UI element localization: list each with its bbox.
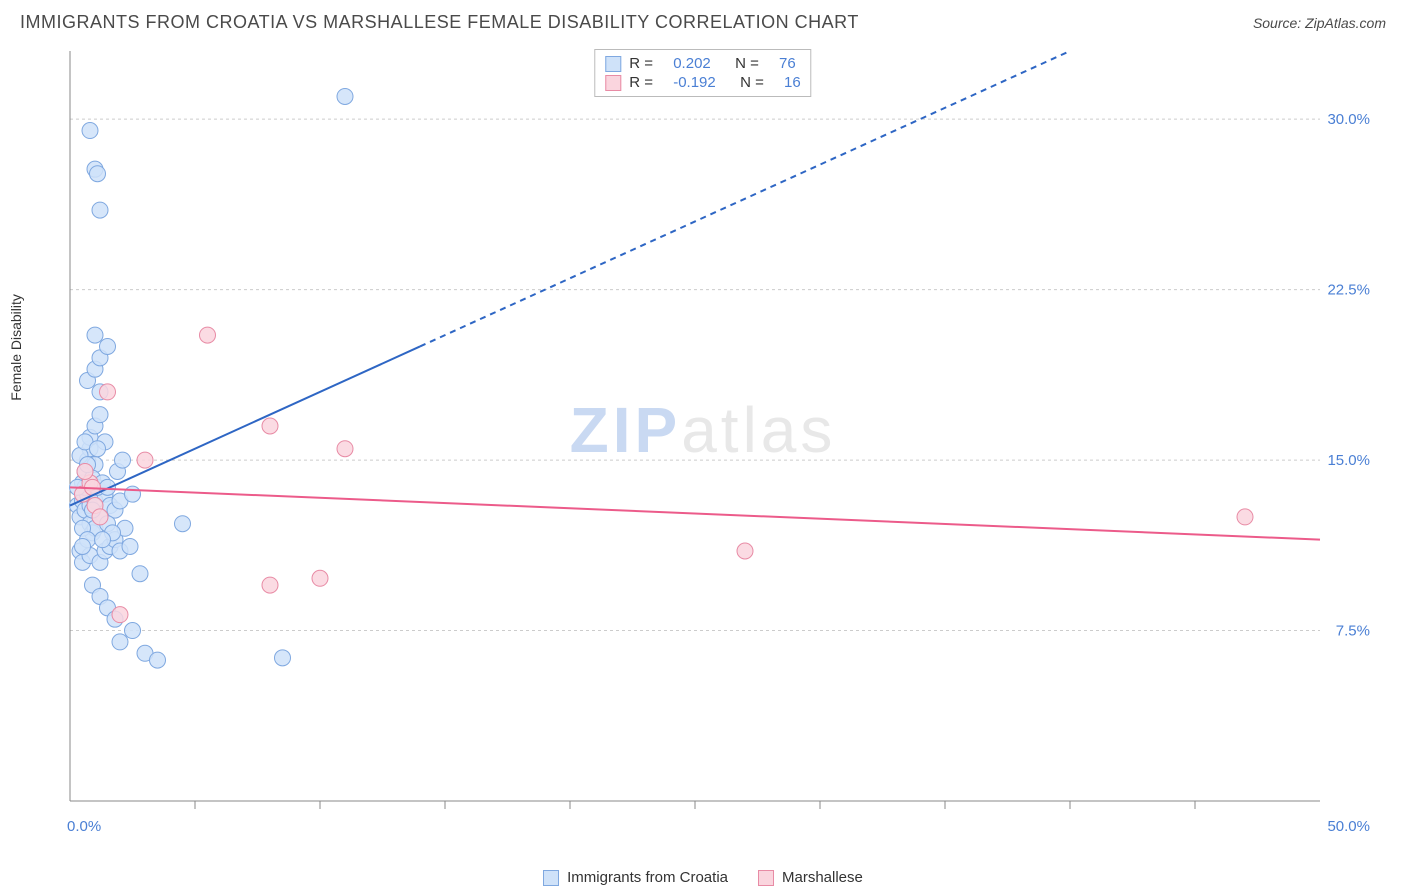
- source-attribution: Source: ZipAtlas.com: [1253, 15, 1386, 31]
- y-axis-label: Female Disability: [8, 294, 24, 401]
- legend-swatch-icon: [758, 870, 774, 886]
- correlation-legend: R = 0.202 N = 76 R = -0.192 N = 16: [594, 49, 811, 97]
- svg-text:22.5%: 22.5%: [1327, 282, 1370, 299]
- svg-text:30.0%: 30.0%: [1327, 111, 1370, 128]
- chart-container: Female Disability ZIPatlas 7.5%15.0%22.5…: [20, 41, 1386, 851]
- chart-title: IMMIGRANTS FROM CROATIA VS MARSHALLESE F…: [20, 12, 859, 33]
- svg-text:50.0%: 50.0%: [1327, 818, 1370, 835]
- legend-item-croatia: Immigrants from Croatia: [543, 869, 728, 886]
- svg-text:7.5%: 7.5%: [1336, 623, 1370, 640]
- svg-text:0.0%: 0.0%: [67, 818, 101, 835]
- legend-label: Immigrants from Croatia: [567, 869, 728, 886]
- legend-swatch-icon: [543, 870, 559, 886]
- scatter-chart: 7.5% 15.0% 22.5% 30.0% 0.0% 50.0%: [20, 41, 1386, 851]
- legend-item-marshallese: Marshallese: [758, 869, 863, 886]
- svg-text:15.0%: 15.0%: [1327, 452, 1370, 469]
- series-legend: Immigrants from Croatia Marshallese: [0, 869, 1406, 886]
- legend-label: Marshallese: [782, 869, 863, 886]
